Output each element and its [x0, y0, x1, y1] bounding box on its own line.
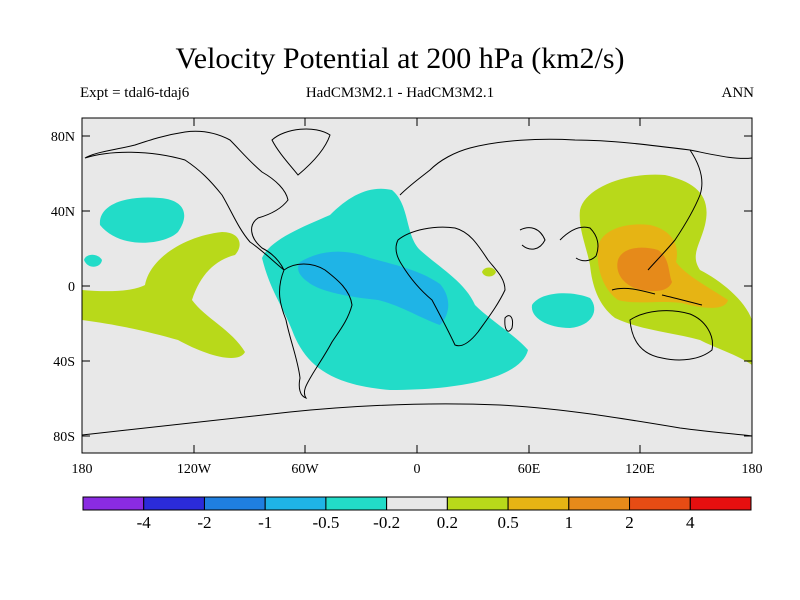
colorbar-label: -0.2	[373, 513, 400, 532]
contour-teal-indian-ocean	[531, 293, 595, 328]
coast-greenland	[271, 128, 331, 176]
coast-south-america	[279, 263, 353, 399]
coast-madagascar	[504, 315, 513, 332]
colorbar-label: 2	[625, 513, 634, 532]
x-tick-label: 60E	[518, 462, 541, 477]
colorbar-label: -0.5	[312, 513, 339, 532]
colorbar-label: 0.5	[497, 513, 518, 532]
model-label: HadCM3M2.1 - HadCM3M2.1	[305, 85, 495, 101]
colorbar-swatch	[82, 496, 145, 511]
y-tick-marks	[82, 135, 752, 437]
coast-europe-asia	[399, 138, 752, 271]
colorbar: -4 -2 -1 -0.5 -0.2 0.2 0.5 1 2 4	[82, 496, 752, 532]
x-tick-label: 180	[72, 462, 93, 477]
x-tick-label: 120E	[625, 462, 655, 477]
y-tick-label: 0	[68, 280, 75, 295]
colorbar-label: 0.2	[437, 513, 458, 532]
coast-africa	[395, 226, 506, 347]
colorbar-swatch	[203, 496, 266, 511]
season-label: ANN	[721, 85, 755, 101]
colorbar-swatch	[325, 496, 388, 511]
colorbar-label: 1	[565, 513, 574, 532]
colorbar-label: -4	[137, 513, 152, 532]
coast-antarctica	[82, 403, 752, 437]
x-tick-label: 0	[414, 462, 421, 477]
colorbar-swatch	[386, 496, 448, 511]
contour-blue-core	[298, 251, 449, 325]
contour-yellowgreen-pacific	[82, 232, 245, 359]
coast-indonesia	[611, 287, 703, 306]
coast-north-america	[84, 130, 289, 271]
colorbar-swatch	[629, 496, 691, 511]
contour-yellowgreen-africa	[482, 267, 496, 277]
contour-teal-small-pacific	[84, 254, 102, 267]
map-title: Velocity Potential at 200 hPa (km2/s)	[175, 42, 625, 75]
contour-fields	[82, 174, 752, 390]
colorbar-swatch	[264, 496, 327, 511]
contour-teal-north-pacific	[99, 197, 185, 243]
x-tick-marks	[193, 118, 641, 453]
coast-australia	[629, 310, 714, 361]
x-tick-label: 180	[742, 462, 763, 477]
x-tick-label: 120W	[177, 462, 212, 477]
colorbar-swatch	[446, 496, 509, 511]
colorbar-label: 4	[686, 513, 695, 532]
y-tick-label: 40N	[51, 205, 75, 220]
y-tick-label: 80S	[53, 430, 75, 445]
colorbar-label: -1	[258, 513, 272, 532]
y-tick-label: 40S	[53, 355, 75, 370]
experiment-label: Expt = tdal6-tdaj6	[80, 85, 190, 101]
y-tick-label: 80N	[51, 130, 75, 145]
colorbar-label: -2	[197, 513, 211, 532]
x-tick-label: 60W	[291, 462, 319, 477]
coastlines	[82, 128, 752, 437]
colorbar-swatch	[689, 496, 752, 511]
colorbar-swatch	[507, 496, 570, 511]
colorbar-swatch	[143, 496, 205, 511]
colorbar-swatch	[568, 496, 631, 511]
